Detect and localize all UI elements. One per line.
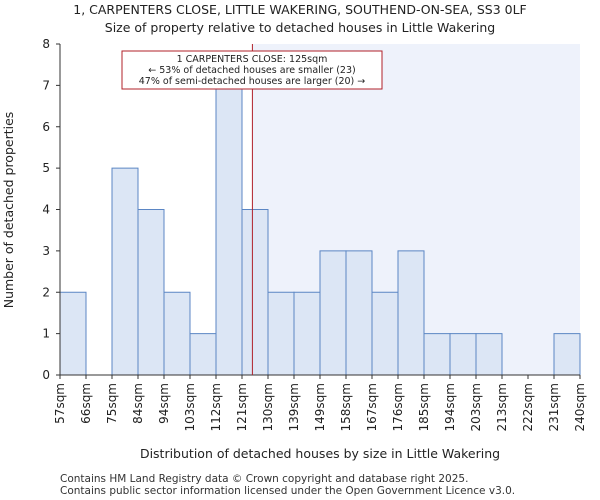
bar-176sqm [397,250,425,376]
y-tick-label: 7 [42,78,50,92]
y-tick-label: 5 [42,161,50,175]
chart-title-line1: 1, CARPENTERS CLOSE, LITTLE WAKERING, SO… [73,2,527,17]
y-tick-label: 0 [42,368,50,382]
bar-121sqm [241,209,269,376]
x-tick-label-94sqm: 94sqm [157,383,171,424]
x-tick-label-213sqm: 213sqm [495,383,509,431]
bar-130sqm [267,291,295,376]
annotation-smaller: ← 53% of detached houses are smaller (23… [148,65,355,76]
y-axis-label: Number of detached properties [1,112,16,309]
y-tick-label: 6 [42,120,50,134]
annotation-layer: 1 CARPENTERS CLOSE: 125sqm← 53% of detac… [121,50,383,90]
x-tick-label-222sqm: 222sqm [521,383,535,431]
x-tick-label-231sqm: 231sqm [547,383,561,431]
bar-194sqm [449,333,477,376]
x-tick-label-203sqm: 203sqm [469,383,483,431]
x-tick-label-112sqm: 112sqm [209,383,223,431]
y-tick-label: 1 [42,327,50,341]
bar-103sqm [189,333,217,376]
bar-149sqm [319,250,347,376]
bar-84sqm [137,209,165,376]
bar-57sqm [59,291,87,376]
x-tick-label-139sqm: 139sqm [287,383,301,431]
x-tick-label-103sqm: 103sqm [183,383,197,431]
x-tick-label-121sqm: 121sqm [235,383,249,431]
x-tick-label-240sqm: 240sqm [573,383,587,431]
x-tick-label-84sqm: 84sqm [131,383,145,424]
x-tick-label-66sqm: 66sqm [79,383,93,424]
histogram-chart: 0 1 2 3 4 5 6 7 8 57sqm 66sqm 75sqm 84sqm 94sqm 103sqm… [1,37,587,461]
x-tick-label-158sqm: 158sqm [339,383,353,431]
x-axis-label: Distribution of detached houses by size … [140,446,500,461]
bar-75sqm [111,167,139,376]
bar-203sqm [475,333,503,376]
x-tick-label-75sqm: 75sqm [105,383,119,424]
x-tick-label-176sqm: 176sqm [391,383,405,431]
x-tick-label-194sqm: 194sqm [443,383,457,431]
bar-231sqm [553,333,581,376]
annotation-title: 1 CARPENTERS CLOSE: 125sqm [177,54,328,65]
x-tick-label-149sqm: 149sqm [313,383,327,431]
x-tick-label-57sqm: 57sqm [53,383,67,424]
bar-185sqm [423,333,451,376]
y-tick-label: 2 [42,285,50,299]
x-tick-label-130sqm: 130sqm [261,383,275,431]
bar-167sqm [371,291,399,376]
bar-112sqm [215,84,243,376]
y-tick-label: 8 [42,37,50,51]
footer-licence: Contains public sector information licen… [60,485,516,497]
annotation-larger: 47% of semi-detached houses are larger (… [139,76,366,87]
x-tick-label-167sqm: 167sqm [365,383,379,431]
chart-title-line2: Size of property relative to detached ho… [104,20,496,35]
y-tick-label: 3 [42,244,50,258]
bar-158sqm [345,250,373,376]
annotation-box [121,50,383,90]
axes-layer: 0 1 2 3 4 5 6 7 8 57sqm 66sqm 75sqm 84sqm 94sqm 103sqm… [42,37,587,431]
footer-copyright: Contains HM Land Registry data © Crown c… [60,473,469,485]
y-tick-label: 4 [42,203,50,217]
x-tick-label-185sqm: 185sqm [417,383,431,431]
bar-139sqm [293,291,321,376]
bars-layer [59,84,581,376]
bar-94sqm [163,291,191,376]
